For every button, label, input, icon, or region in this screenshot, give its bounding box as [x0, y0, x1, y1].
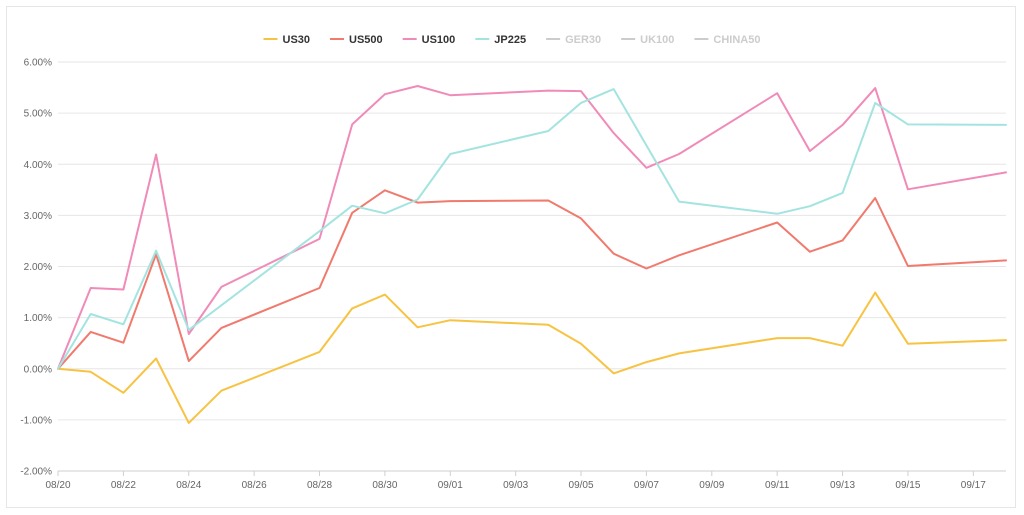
legend-item-ger30[interactable]: GER30 — [546, 34, 601, 46]
legend-label: JP225 — [494, 34, 526, 46]
legend-item-uk100[interactable]: UK100 — [621, 34, 674, 46]
x-tick-label: 09/17 — [961, 480, 986, 491]
x-tick-label: 08/30 — [372, 480, 397, 491]
line-chart: -2.00% -1.00% 0.00% 1.00% 2.00% 3.00% 4.00% 5.0… — [20, 34, 1007, 491]
y-tick-label: -2.00% — [20, 467, 52, 478]
legend-item-us100[interactable]: US100 — [402, 34, 456, 46]
y-tick-label: 2.00% — [24, 262, 52, 273]
grid-lines — [58, 61, 1006, 472]
x-tick-label: 08/22 — [111, 480, 136, 491]
legend-label: US30 — [283, 34, 311, 46]
y-tick-label: -1.00% — [20, 415, 52, 426]
x-tick-label: 09/15 — [895, 480, 920, 491]
legend-item-jp225[interactable]: JP225 — [475, 34, 526, 46]
legend-label: US500 — [349, 34, 383, 46]
y-tick-label: 1.00% — [24, 313, 52, 324]
legend-label: CHINA50 — [713, 34, 760, 46]
y-tick-label: 6.00% — [24, 58, 52, 69]
x-tick-label: 09/13 — [830, 480, 855, 491]
series-line-jp225 — [57, 88, 1007, 370]
x-tick-label: 09/09 — [699, 480, 724, 491]
y-tick-label: 0.00% — [24, 364, 52, 375]
series-line-us100 — [57, 85, 1007, 370]
legend: US30 US500 US100 JP225 GER30 UK100 CHINA50 — [263, 34, 760, 46]
x-tick-label: 09/07 — [634, 480, 659, 491]
legend-item-china50[interactable]: CHINA50 — [694, 34, 760, 46]
legend-item-us30[interactable]: US30 — [263, 34, 311, 46]
x-axis: 08/20 08/22 08/24 08/26 08/28 08/30 09/01 09/03… — [45, 470, 1006, 491]
series-layer — [57, 85, 1007, 424]
chart-frame: -2.00% -1.00% 0.00% 1.00% 2.00% 3.00% 4.00% 5.0… — [6, 6, 1016, 508]
legend-label: GER30 — [565, 34, 601, 46]
series-line-us30 — [57, 291, 1007, 424]
x-tick-label: 09/11 — [765, 480, 790, 491]
x-tick-label: 08/26 — [242, 480, 267, 491]
x-tick-label: 08/28 — [307, 480, 332, 491]
x-tick-label: 08/24 — [176, 480, 201, 491]
y-tick-label: 5.00% — [24, 109, 52, 120]
x-tick-label: 09/05 — [569, 480, 594, 491]
legend-item-us500[interactable]: US500 — [330, 34, 383, 46]
x-tick-label: 09/03 — [503, 480, 528, 491]
x-tick-label: 09/01 — [438, 480, 463, 491]
legend-label: US100 — [422, 34, 456, 46]
series-line-us500 — [57, 189, 1007, 370]
y-tick-label: 4.00% — [24, 160, 52, 171]
x-tick-label: 08/20 — [45, 480, 70, 491]
legend-label: UK100 — [640, 34, 674, 46]
y-axis: -2.00% -1.00% 0.00% 1.00% 2.00% 3.00% 4.00% 5.0… — [20, 58, 52, 478]
y-tick-label: 3.00% — [24, 211, 52, 222]
